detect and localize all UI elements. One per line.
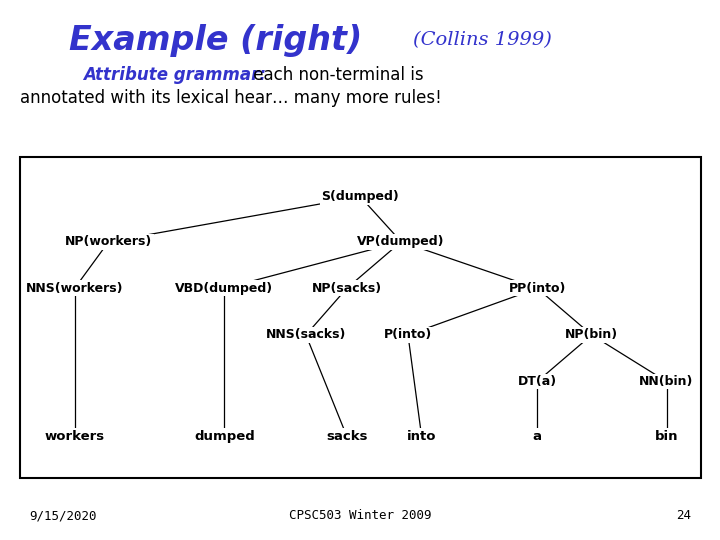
Text: NN(bin): NN(bin) — [639, 375, 694, 388]
Text: NP(workers): NP(workers) — [65, 235, 152, 248]
Text: annotated with its lexical hear… many more rules!: annotated with its lexical hear… many mo… — [20, 89, 442, 107]
Text: bin: bin — [654, 430, 678, 443]
Text: a: a — [533, 430, 541, 443]
Bar — [20, 157, 701, 478]
Text: VBD(dumped): VBD(dumped) — [175, 282, 274, 295]
Text: NP(bin): NP(bin) — [565, 328, 618, 341]
Text: into: into — [407, 430, 436, 443]
Text: DT(a): DT(a) — [518, 375, 557, 388]
Text: CPSC503 Winter 2009: CPSC503 Winter 2009 — [289, 509, 431, 522]
Text: each non-terminal is: each non-terminal is — [248, 65, 424, 84]
Text: VP(dumped): VP(dumped) — [357, 235, 445, 248]
Text: workers: workers — [45, 430, 104, 443]
Text: P(into): P(into) — [384, 328, 432, 341]
Text: sacks: sacks — [326, 430, 367, 443]
Text: Example (right): Example (right) — [69, 24, 363, 57]
Text: PP(into): PP(into) — [508, 282, 566, 295]
Text: (Collins 1999): (Collins 1999) — [413, 31, 552, 50]
Text: 9/15/2020: 9/15/2020 — [29, 509, 96, 522]
Text: NP(sacks): NP(sacks) — [312, 282, 382, 295]
Text: dumped: dumped — [194, 430, 255, 443]
Text: 24: 24 — [676, 509, 691, 522]
Text: NNS(sacks): NNS(sacks) — [266, 328, 346, 341]
Text: NNS(workers): NNS(workers) — [26, 282, 123, 295]
Text: Attribute grammar:: Attribute grammar: — [83, 65, 266, 84]
Text: S(dumped): S(dumped) — [322, 190, 399, 203]
